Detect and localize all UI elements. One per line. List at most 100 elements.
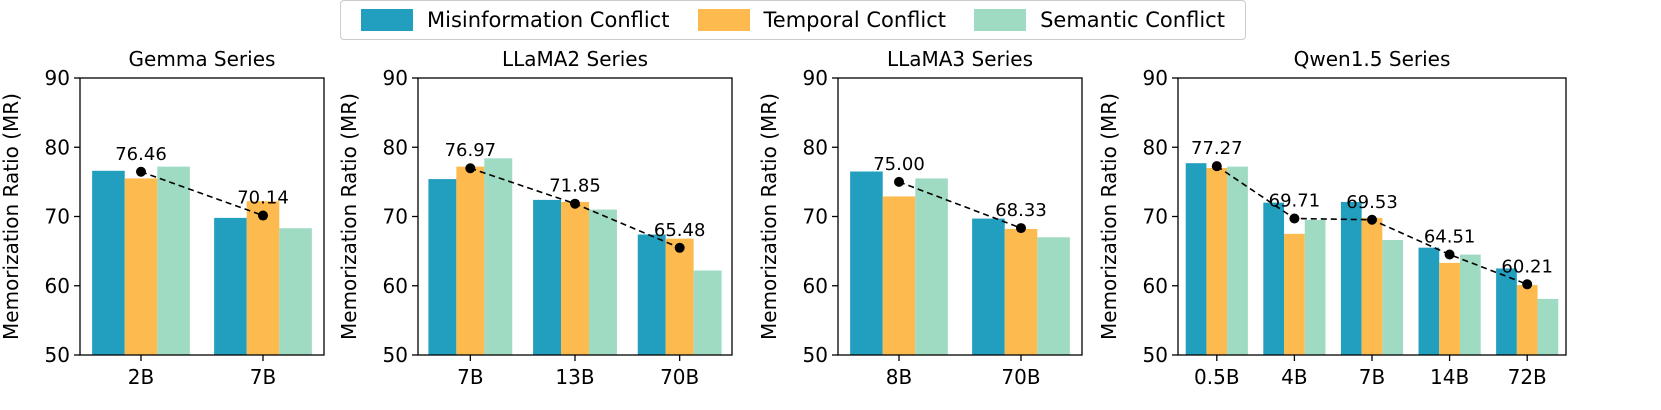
bar-4-0.5B-3 <box>1227 166 1248 355</box>
y-tick-label-3-50: 50 <box>803 343 828 367</box>
y-tick-label-2-90: 90 <box>383 66 408 90</box>
y-tick-label-1-80: 80 <box>45 135 70 159</box>
y-tick-label-4-70: 70 <box>1143 205 1168 229</box>
average-label-2-13B: 71.85 <box>549 176 601 197</box>
bar-4-4B-3 <box>1304 219 1326 355</box>
average-point-3-70B <box>1016 223 1026 234</box>
x-tick-label-2-13B: 13B <box>555 365 594 389</box>
average-line-3 <box>898 181 1022 229</box>
x-tick-label-4-72B: 72B <box>1508 365 1547 389</box>
y-tick-label-2-70: 70 <box>383 205 408 229</box>
y-tick-label-4-50: 50 <box>1143 343 1168 367</box>
x-tick-label-1-2B: 2B <box>128 365 154 389</box>
legend-item-misinformation: Misinformation Conflict <box>361 8 669 32</box>
legend-swatch-temporal <box>697 9 750 31</box>
bar-4-72B-1 <box>1496 268 1517 355</box>
average-point-4-14B <box>1444 249 1455 260</box>
average-label-4-7B: 69.53 <box>1346 192 1398 213</box>
bar-4-0.5B-2 <box>1206 168 1228 355</box>
bar-2-7B-3 <box>484 158 513 355</box>
x-tick-label-4-4B: 4B <box>1281 365 1307 389</box>
bar-2-7B-1 <box>428 179 457 355</box>
legend-item-semantic: Semantic Conflict <box>974 8 1225 32</box>
bar-2-70B-1 <box>637 234 666 355</box>
average-label-4-4B: 69.71 <box>1269 191 1321 212</box>
y-axis-label-1: Memorization Ratio (MR) <box>0 93 23 340</box>
y-axis-label-2: Memorization Ratio (MR) <box>337 93 361 340</box>
average-point-1-2B <box>136 166 146 177</box>
y-tick-label-1-50: 50 <box>45 343 70 367</box>
y-tick-label-1-70: 70 <box>45 205 70 229</box>
bar-1-2B-2 <box>124 178 158 355</box>
bar-4-7B-2 <box>1361 217 1383 355</box>
bar-4-4B-2 <box>1284 233 1305 355</box>
panel-title-1: Gemma Series <box>129 47 276 71</box>
legend-label-semantic: Semantic Conflict <box>1040 8 1225 32</box>
average-point-2-70B <box>674 242 685 253</box>
average-point-2-13B <box>570 198 580 209</box>
average-label-2-70B: 65.48 <box>654 220 706 241</box>
y-tick-label-2-80: 80 <box>383 135 408 159</box>
bar-2-13B-1 <box>533 199 562 355</box>
average-point-1-7B <box>258 210 268 221</box>
y-tick-label-1-60: 60 <box>45 274 70 298</box>
average-label-4-0.5B: 77.27 <box>1191 138 1243 159</box>
legend-label-misinformation: Misinformation Conflict <box>427 8 670 32</box>
legend-swatch-semantic <box>974 9 1027 31</box>
average-point-4-0.5B <box>1211 161 1222 172</box>
y-tick-label-2-60: 60 <box>383 274 408 298</box>
y-tick-label-2-50: 50 <box>383 343 408 367</box>
bar-3-70B-3 <box>1037 237 1070 355</box>
average-point-4-4B <box>1289 213 1300 224</box>
y-tick-label-3-90: 90 <box>803 66 828 90</box>
average-label-4-72B: 60.21 <box>1501 256 1553 277</box>
bar-3-70B-1 <box>972 218 1005 355</box>
bar-4-14B-1 <box>1418 247 1440 355</box>
bar-4-72B-2 <box>1516 285 1538 355</box>
bar-4-0.5B-1 <box>1185 163 1207 355</box>
y-tick-label-1-90: 90 <box>45 66 70 90</box>
average-label-1-2B: 76.46 <box>115 144 167 165</box>
x-tick-label-1-7B: 7B <box>250 365 276 389</box>
average-label-3-70B: 68.33 <box>995 200 1047 221</box>
bar-2-70B-2 <box>665 238 694 355</box>
bar-2-70B-3 <box>693 270 722 355</box>
average-label-3-8B: 75.00 <box>873 154 925 175</box>
bar-4-7B-1 <box>1340 201 1362 355</box>
y-axis-label-3: Memorization Ratio (MR) <box>757 93 781 340</box>
y-tick-label-4-90: 90 <box>1143 66 1168 90</box>
y-tick-label-3-70: 70 <box>803 205 828 229</box>
legend: Misinformation Conflict Temporal Conflic… <box>340 0 1246 40</box>
panel-title-4: Qwen1.5 Series <box>1294 47 1451 71</box>
bar-4-14B-2 <box>1439 262 1460 355</box>
bar-2-13B-2 <box>561 201 589 355</box>
bar-1-2B-3 <box>157 166 190 355</box>
bar-3-8B-2 <box>882 196 916 355</box>
bar-4-4B-1 <box>1263 202 1285 355</box>
y-tick-label-3-60: 60 <box>803 274 828 298</box>
legend-label-temporal: Temporal Conflict <box>763 8 947 32</box>
y-tick-label-4-80: 80 <box>1143 135 1168 159</box>
average-label-1-7B: 70.14 <box>237 188 289 209</box>
bar-1-2B-1 <box>92 170 125 355</box>
bar-3-8B-1 <box>850 171 883 355</box>
average-label-4-14B: 64.51 <box>1424 227 1476 248</box>
bar-1-7B-1 <box>214 217 247 355</box>
panel-title-2: LLaMA2 Series <box>502 47 648 71</box>
bar-1-7B-2 <box>246 201 280 355</box>
bar-4-72B-3 <box>1537 298 1559 355</box>
x-tick-label-4-0.5B: 0.5B <box>1194 365 1240 389</box>
panel-title-3: LLaMA3 Series <box>887 47 1033 71</box>
average-point-3-8B <box>894 176 904 187</box>
bar-1-7B-3 <box>279 228 312 355</box>
bar-4-7B-3 <box>1382 240 1404 355</box>
x-tick-label-4-14B: 14B <box>1430 365 1469 389</box>
average-point-2-7B <box>465 163 476 174</box>
x-tick-label-2-70B: 70B <box>660 365 699 389</box>
bar-3-8B-3 <box>915 178 948 355</box>
bar-2-7B-2 <box>456 166 485 355</box>
y-axis-label-4: Memorization Ratio (MR) <box>1097 93 1121 340</box>
x-tick-label-4-7B: 7B <box>1359 365 1385 389</box>
